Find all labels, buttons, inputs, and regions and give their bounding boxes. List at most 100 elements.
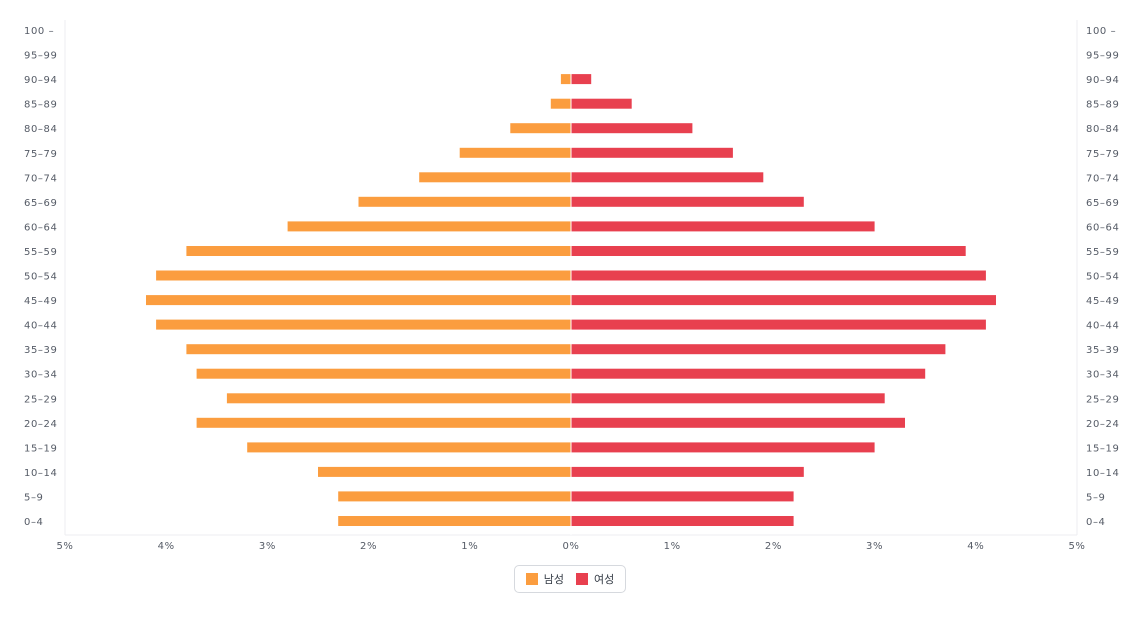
legend-item-male[interactable]: 남성 [525,571,564,587]
legend-swatch-female [576,573,588,585]
y-tick-label-left: 75–79 [24,149,57,160]
y-tick-label-left: 70–74 [24,173,57,184]
female-bar[interactable] [571,147,733,158]
y-tick-label-right: 25–29 [1086,394,1119,405]
x-tick-label: 3% [259,541,276,552]
male-bar[interactable] [156,319,571,330]
y-tick-label-left: 0–4 [24,517,44,528]
y-tick-label-right: 60–64 [1086,222,1119,233]
female-bar[interactable] [571,246,966,256]
y-tick-label-left: 20–24 [24,419,57,430]
y-tick-label-right: 65–69 [1086,198,1119,209]
legend-item-female[interactable]: 여성 [576,571,614,587]
male-bar[interactable] [146,295,571,306]
x-tick-label: 4% [967,541,984,552]
y-tick-label-right: 75–79 [1086,149,1119,160]
y-tick-label-right: 40–44 [1086,321,1119,332]
female-bar[interactable] [571,295,996,306]
y-tick-label-right: 85–89 [1086,100,1119,111]
female-bar[interactable] [571,491,794,502]
male-bar[interactable] [459,147,571,158]
y-tick-label-left: 45–49 [24,296,57,307]
y-tick-label-right: 95–99 [1086,51,1119,62]
y-tick-label-right: 50–54 [1086,272,1119,283]
y-tick-label-left: 55–59 [24,247,57,258]
female-bar[interactable] [571,466,804,477]
male-bar[interactable] [419,172,571,183]
male-bar[interactable] [338,491,571,502]
female-bar[interactable] [571,393,885,404]
y-tick-label-right: 80–84 [1086,124,1119,135]
male-bar[interactable] [226,393,571,404]
y-tick-label-right: 15–19 [1086,443,1119,454]
y-tick-label-right: 30–34 [1086,370,1119,381]
x-tick-label: 1% [461,541,478,552]
female-bar[interactable] [571,417,905,428]
female-bar[interactable] [571,221,875,232]
male-bar[interactable] [510,123,571,134]
x-tick-labels: 5% 4% 3% 2% 1% 0% 1% 2% 3% 4% 5% [56,541,1085,552]
y-tick-label-right: 10–14 [1086,468,1119,479]
male-bar[interactable] [318,466,571,477]
male-bar[interactable] [247,442,571,453]
y-tick-label-left: 95–99 [24,51,57,62]
male-bar[interactable] [186,246,571,256]
y-tick-label-right: 45–49 [1086,296,1119,307]
x-tick-label: 2% [360,541,377,552]
male-bar[interactable] [560,74,571,85]
y-tick-label-left: 40–44 [24,321,57,332]
y-tick-label-right: 70–74 [1086,173,1119,184]
female-bar[interactable] [571,442,875,453]
y-tick-label-right: 55–59 [1086,247,1119,258]
female-bar[interactable] [571,172,764,183]
y-tick-label-left: 35–39 [24,345,57,356]
female-bar[interactable] [571,270,986,281]
male-bar[interactable] [156,270,571,281]
x-tick-label: 0% [562,541,579,552]
x-tick-label: 1% [664,541,681,552]
female-bar[interactable] [571,196,804,207]
male-bar[interactable] [196,417,571,428]
y-tick-label-left: 80–84 [24,124,57,135]
y-tick-label-left: 100 – [24,26,54,37]
right-category-labels: 0–4 5–9 10–14 15–19 20–24 25–29 30–34 35–39 40–4… [1086,26,1119,528]
x-tick-label: 5% [1068,541,1085,552]
y-tick-label-left: 5–9 [24,492,44,503]
y-tick-label-left: 25–29 [24,394,57,405]
female-bar[interactable] [571,98,632,109]
female-bar[interactable] [571,516,794,526]
y-tick-label-left: 30–34 [24,370,57,381]
male-bar[interactable] [287,221,571,232]
male-bar[interactable] [550,98,571,109]
female-bar[interactable] [571,368,926,379]
x-tick-label: 4% [158,541,175,552]
left-category-labels: 0–4 5–9 10–14 15–19 20–24 25–29 30–34 35–39 40–4… [24,26,57,528]
y-tick-label-left: 90–94 [24,75,57,86]
y-tick-label-right: 20–24 [1086,419,1119,430]
x-tick-label: 5% [56,541,73,552]
x-tick-label: 2% [765,541,782,552]
legend-label-female: 여성 [594,573,615,586]
legend-label-male: 남성 [543,573,564,586]
y-tick-label-right: 90–94 [1086,75,1119,86]
y-tick-label-left: 85–89 [24,100,57,111]
y-tick-label-right: 5–9 [1086,492,1106,503]
female-bar[interactable] [571,123,693,134]
female-bar[interactable] [571,74,592,85]
y-tick-label-left: 60–64 [24,222,57,233]
y-tick-label-left: 50–54 [24,272,57,283]
legend: 남성 여성 [514,565,626,593]
y-tick-label-right: 35–39 [1086,345,1119,356]
male-bar[interactable] [186,344,571,355]
y-tick-label-left: 15–19 [24,443,57,454]
female-bar[interactable] [571,344,946,355]
y-tick-label-right: 0–4 [1086,517,1106,528]
male-bar[interactable] [338,516,571,526]
bars-group [146,20,996,535]
female-bar[interactable] [571,319,986,330]
male-bar[interactable] [196,368,571,379]
male-bar[interactable] [358,196,572,207]
y-tick-label-left: 10–14 [24,468,57,479]
